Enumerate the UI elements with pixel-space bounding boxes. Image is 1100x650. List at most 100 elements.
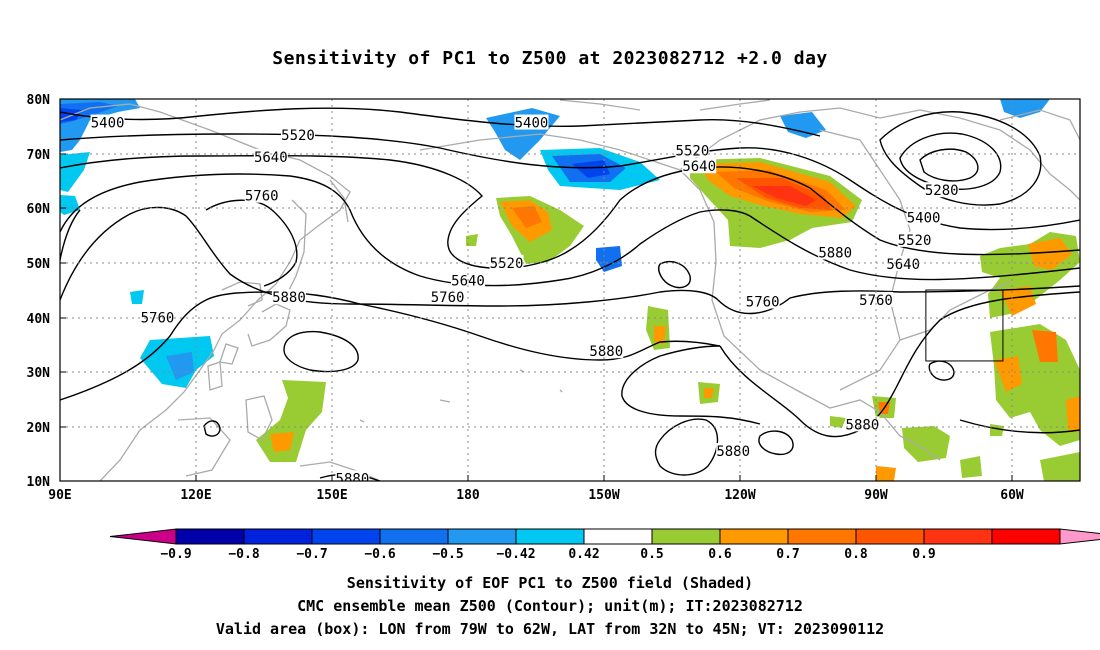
lat-label-70n: 70N: [27, 148, 51, 163]
colorbar-swatch: [175, 528, 245, 545]
colorbar-swatch: [447, 528, 517, 545]
colorbar-swatch: [651, 528, 721, 545]
colorbar-label: −0.8: [228, 547, 259, 562]
contour-label: 5640: [682, 159, 716, 175]
contour-label: 5760: [245, 189, 279, 205]
contour-label: 5880: [272, 290, 306, 306]
contour-label: 5520: [898, 233, 932, 249]
contour-label: 5880: [716, 444, 750, 460]
contour-label-bg: [514, 114, 549, 130]
footer-line-1: Sensitivity of EOF PC1 to Z500 field (Sh…: [346, 574, 754, 592]
colorbar-label: 0.6: [708, 547, 732, 562]
contour-label: 5640: [451, 273, 485, 289]
contour-label-bg: [244, 187, 279, 203]
colorbar-label: −0.5: [432, 547, 463, 562]
contour-label: 5760: [859, 293, 893, 309]
colorbar-label: 0.9: [912, 547, 935, 562]
lon-label-120e: 120E: [180, 488, 211, 503]
colorbar-label: −0.42: [496, 547, 535, 562]
contour-label-bg: [897, 231, 932, 247]
colorbar-swatch: [311, 528, 381, 545]
contour-label: 5880: [336, 471, 370, 487]
footer-line-2: CMC ensemble mean Z500 (Contour); unit(m…: [297, 597, 803, 615]
footer-line-3: Valid area (box): LON from 79W to 62W, L…: [215, 620, 885, 638]
contour-label-bg: [682, 158, 717, 174]
contour-label-bg: [716, 443, 751, 459]
contour-label: 5760: [746, 295, 780, 311]
contour-label-bg: [140, 309, 175, 325]
colorbar-swatch: [583, 528, 653, 545]
colorbar-swatch: [719, 528, 789, 545]
colorbar-swatch: [991, 528, 1061, 545]
lat-label-10n: 10N: [27, 475, 51, 490]
contour-label-bg: [845, 416, 880, 432]
lon-label-150w: 150W: [588, 488, 619, 503]
contour-label: 5400: [515, 116, 549, 132]
lon-label-180: 180: [456, 488, 480, 503]
longitude-labels: 90E 120E 150E 180 150W 120W 90W 60W: [48, 488, 1024, 503]
colorbar-label: −0.6: [364, 547, 395, 562]
contour-label: 5880: [818, 245, 852, 261]
contour-label-bg: [335, 470, 370, 481]
colorbar-swatch: [855, 528, 925, 545]
contour-label-bg: [271, 289, 306, 305]
contour-label: 5640: [886, 257, 920, 273]
colorbar-swatch: [923, 528, 993, 545]
contour-label: 5400: [907, 211, 941, 227]
lon-label-60w: 60W: [1000, 488, 1024, 503]
contour-label-bg: [906, 209, 941, 225]
colorbar-label: 0.8: [844, 547, 868, 562]
contour-label: 5640: [254, 150, 288, 166]
contour-label: 5520: [676, 143, 710, 159]
contour-label: 5880: [589, 344, 623, 360]
contour-label: 5400: [91, 116, 125, 132]
lat-label-40n: 40N: [27, 312, 51, 327]
colorbar-swatch: [787, 528, 857, 545]
colorbar-labels: −0.9 −0.8 −0.7 −0.6 −0.5 −0.42 0.42 0.5 0.6 0.7 0.…: [160, 547, 935, 562]
lat-label-20n: 20N: [27, 421, 51, 436]
contour-label: 5520: [281, 128, 315, 144]
contour-label-bg: [924, 182, 959, 198]
colorbar-label: 0.5: [640, 547, 663, 562]
lat-label-50n: 50N: [27, 257, 51, 272]
contour-label-bg: [675, 142, 710, 158]
contour-label: 5880: [846, 417, 880, 433]
contour-label-bg: [489, 254, 524, 270]
contour-label-bg: [886, 255, 921, 271]
colorbar-swatch: [379, 528, 449, 545]
lon-label-120w: 120W: [724, 488, 755, 503]
gridlines: [60, 99, 1080, 481]
colorbar-label: −0.9: [160, 547, 191, 562]
lat-label-60n: 60N: [27, 202, 51, 217]
colorbar: [109, 528, 1100, 545]
colorbar-right-triangle: [1059, 528, 1100, 545]
colorbar-label: 0.42: [568, 547, 599, 562]
lon-label-150e: 150E: [316, 488, 347, 503]
lon-label-90w: 90W: [864, 488, 888, 503]
lat-label-80n: 80N: [27, 93, 51, 108]
colorbar-label: −0.7: [296, 547, 327, 562]
contour-label: 5280: [925, 183, 959, 199]
lon-label-90e: 90E: [48, 488, 71, 503]
contour-label-bg: [90, 114, 125, 130]
contour-label: 5760: [431, 290, 465, 306]
map-frame: [59, 98, 1081, 482]
contour-label-bg: [745, 293, 780, 309]
latitude-labels: 80N 70N 60N 50N 40N 30N 20N 10N: [27, 93, 51, 490]
map-title: Sensitivity of PC1 to Z500 at 2023082712…: [272, 48, 828, 69]
contour-label: 5520: [490, 256, 524, 272]
coastlines: [60, 99, 1080, 481]
contour-label-bg: [818, 244, 853, 260]
colorbar-label: 0.7: [776, 547, 799, 562]
contour-label-bg: [589, 343, 624, 359]
colorbar-left-triangle: [109, 528, 177, 545]
lat-label-30n: 30N: [27, 366, 51, 381]
contour-label-bg: [430, 289, 465, 305]
colorbar-swatch: [515, 528, 585, 545]
valid-area-box: [925, 289, 1004, 362]
contour-label-bg: [281, 127, 315, 143]
colorbar-swatch: [243, 528, 313, 545]
contour-label-bg: [253, 148, 288, 164]
